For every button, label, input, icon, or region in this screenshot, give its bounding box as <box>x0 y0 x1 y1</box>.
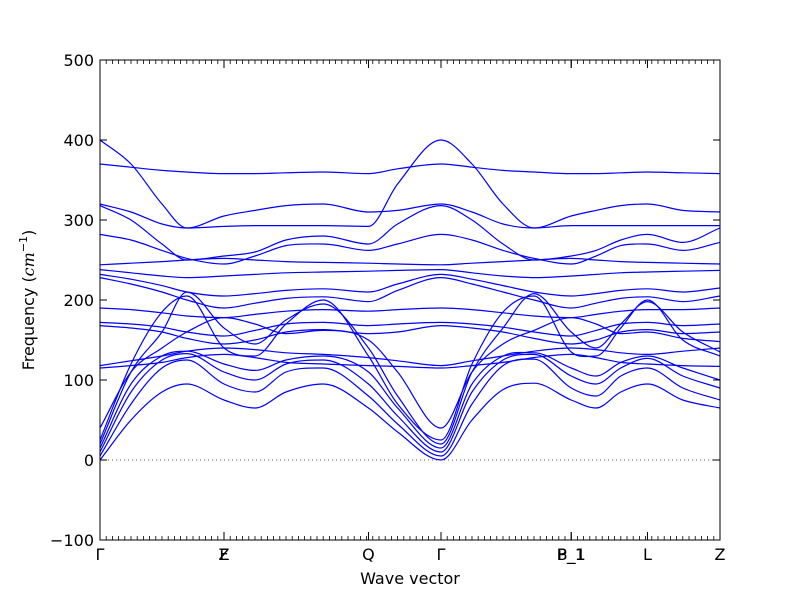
x-tick-label: Γ <box>437 545 446 564</box>
band-line <box>99 233 721 265</box>
y-axis-label-text: Frequency ( <box>19 276 38 370</box>
band-line <box>99 295 721 441</box>
x-tick-label: P_1 <box>557 545 585 565</box>
band-line <box>99 307 721 319</box>
y-tick-label: 200 <box>63 291 94 310</box>
band-line <box>99 382 721 461</box>
y-axis-label-close: ) <box>19 230 38 236</box>
x-tick-label: B_1 <box>557 545 586 565</box>
y-tick-label: 300 <box>63 211 94 230</box>
x-tick-label: Q <box>362 545 375 564</box>
y-tick-label: 400 <box>63 131 94 150</box>
band-line <box>99 163 721 175</box>
x-tick-label: Γ <box>96 545 105 564</box>
x-axis-label: Wave vector <box>360 569 460 588</box>
y-tick-label: 500 <box>63 51 94 70</box>
band-line <box>99 358 721 457</box>
band-line <box>99 268 721 279</box>
band-line <box>99 321 721 337</box>
band-line <box>99 276 721 309</box>
y-tick-label: −100 <box>50 531 94 550</box>
y-tick-label: 100 <box>63 371 94 390</box>
x-tick-label: L <box>643 545 652 564</box>
y-axis-label-unit: cm <box>19 252 38 276</box>
band-line <box>99 204 721 261</box>
plot-frame <box>99 59 721 541</box>
y-major-ticks: −100 0 100 200 300 400 500 <box>50 51 720 550</box>
x-tick-label: Z <box>715 545 726 564</box>
band-line <box>99 273 721 297</box>
band-line <box>99 347 721 367</box>
band-line <box>99 324 721 345</box>
band-line <box>99 352 721 453</box>
minor-ticks <box>99 60 721 540</box>
band-lines <box>99 139 721 461</box>
y-tick-label: 0 <box>84 451 94 470</box>
y-axis-label: Frequency (cm−1) <box>17 230 38 371</box>
y-axis-label-exponent: −1 <box>17 236 30 252</box>
x-tick-label: Z <box>219 545 230 564</box>
band-line <box>99 139 720 229</box>
plot-background <box>100 60 720 540</box>
x-tick-label: F <box>219 545 228 564</box>
band-line <box>99 353 721 369</box>
